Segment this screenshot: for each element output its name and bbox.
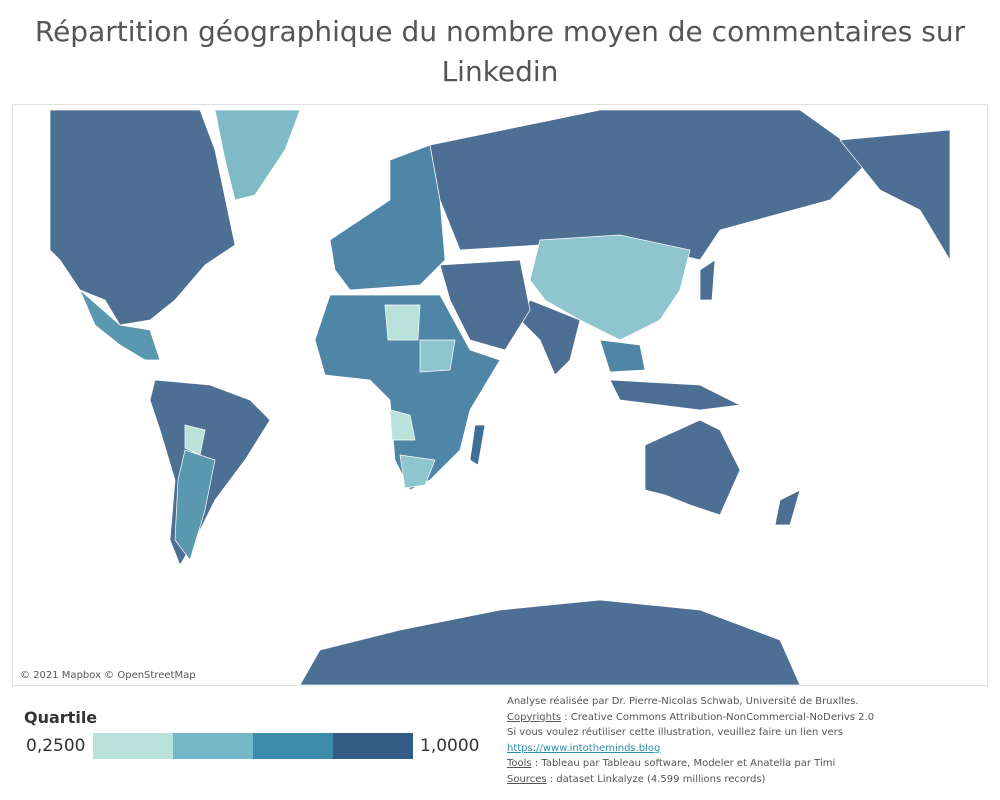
footer-credit: Analyse réalisée par Dr. Pierre-Nicolas …: [507, 696, 859, 707]
title: Répartition géographique du nombre moyen…: [34, 15, 966, 88]
footer-text: : dataset Linkalyze (4.599 millions reco…: [546, 773, 766, 785]
footer-line: Copyrights : Creative Commons Attributio…: [507, 710, 874, 726]
footer-text: : Creative Commons Attribution-NonCommer…: [561, 711, 875, 723]
footer-text: Si vous voulez réutiliser cette illustra…: [507, 727, 843, 738]
legend-swatch: [253, 733, 333, 759]
footer-line: Tools : Tableau par Tableau software, Mo…: [507, 756, 874, 772]
footer-line: https://www.intotheminds.blog: [507, 741, 874, 757]
map-attribution: © 2021 Mapbox © OpenStreetMap: [20, 670, 196, 681]
map: © 2021 Mapbox © OpenStreetMap: [12, 104, 988, 686]
legend-title: Quartile: [24, 708, 98, 727]
footer-label: Tools: [507, 758, 532, 769]
footer: Analyse réalisée par Dr. Pierre-Nicolas …: [507, 694, 874, 787]
legend-min-label: 0,2500: [26, 736, 86, 756]
legend-max-label: 1,0000: [420, 736, 480, 756]
footer-label: Sources: [507, 773, 547, 785]
footer-label: Copyrights: [507, 711, 562, 723]
footer-line: Si vous voulez réutiliser cette illustra…: [507, 725, 874, 741]
legend-swatches: [93, 733, 413, 759]
legend-swatch: [173, 733, 253, 759]
footer-line: Sources : dataset Linkalyze (4.599 milli…: [507, 772, 874, 788]
footer-link[interactable]: https://www.intotheminds.blog: [507, 742, 661, 754]
footer-text: : Tableau par Tableau software, Modeler …: [531, 758, 836, 769]
legend-swatch: [333, 733, 413, 759]
legend-swatch: [93, 733, 173, 759]
